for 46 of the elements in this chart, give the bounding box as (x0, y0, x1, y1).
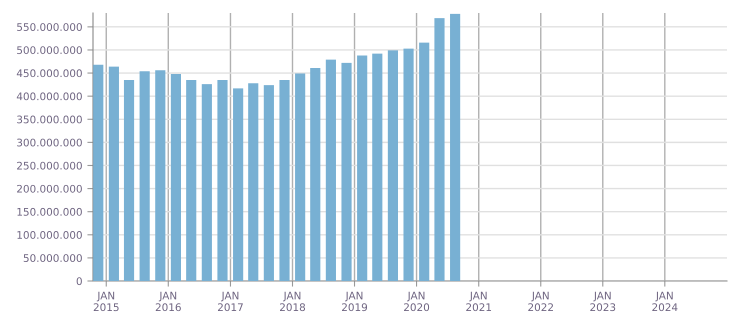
bar (217, 80, 228, 281)
x-tick-label: JAN 2016 (156, 292, 181, 312)
bar (372, 54, 382, 281)
y-tick-label: 500.000.000 (17, 46, 82, 54)
bar (295, 74, 306, 281)
x-tick-label: JAN 2024 (652, 292, 678, 312)
y-tick-label: 200.000.000 (17, 184, 82, 193)
x-tick-label: JAN 2018 (280, 292, 306, 312)
y-tick-label: 400.000.000 (16, 92, 82, 100)
bar (170, 74, 182, 281)
bar (310, 68, 320, 281)
y-tick-label: 250.000.000 (17, 162, 82, 170)
x-tick-label: JAN 2022 (528, 292, 553, 312)
x-tick-label: JAN 2020 (404, 292, 430, 312)
bar (93, 64, 104, 281)
bar (108, 66, 119, 281)
bar (419, 42, 430, 281)
bar (140, 71, 150, 281)
x-tick-label: JAN 2015 (94, 292, 119, 312)
bar (326, 60, 336, 281)
y-tick-label: 150.000.000 (17, 208, 82, 216)
y-tick-label: 450.000.000 (16, 69, 82, 78)
bar (124, 80, 134, 281)
bar (388, 50, 398, 281)
x-tick-label: JAN 2019 (342, 292, 368, 312)
bar (279, 80, 290, 281)
bar (186, 80, 196, 281)
bar (341, 62, 352, 281)
bar (357, 56, 368, 281)
x-tick-label: JAN 2021 (466, 292, 492, 312)
bar (434, 18, 445, 281)
y-tick-label: 100.000.000 (17, 231, 82, 239)
bar (450, 14, 460, 281)
y-tick-label: 300.000.000 (17, 138, 82, 146)
y-tick-label: 350.000.000 (17, 116, 82, 124)
bar (155, 70, 166, 281)
bar (248, 83, 258, 281)
bar (264, 85, 274, 281)
y-tick-label: 550.000.000 (17, 23, 82, 31)
bar (403, 48, 414, 281)
x-tick-label: JAN 2017 (218, 292, 243, 312)
y-tick-label: 50.000.000 (24, 254, 82, 262)
bar (233, 88, 244, 281)
y-tick-label: 0 (76, 277, 82, 286)
x-tick-label: JAN 2023 (590, 292, 616, 312)
bar (202, 84, 212, 281)
